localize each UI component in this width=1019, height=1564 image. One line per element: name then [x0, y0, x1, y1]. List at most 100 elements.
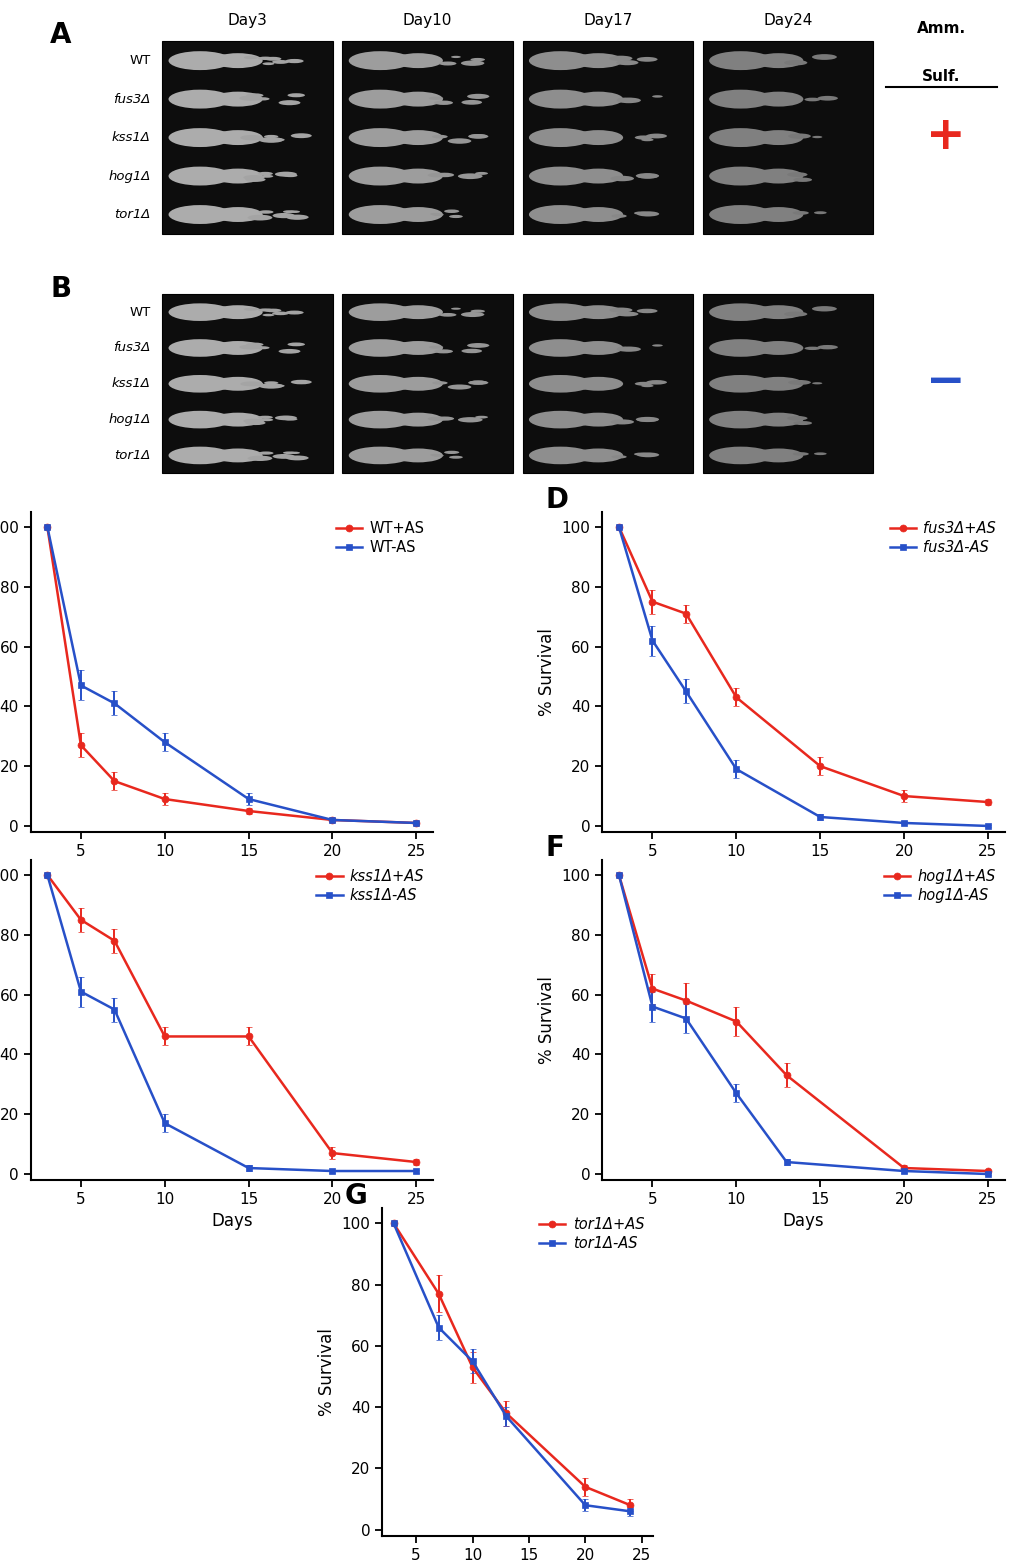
Circle shape	[610, 214, 626, 217]
Ellipse shape	[573, 130, 623, 145]
Circle shape	[447, 385, 471, 389]
Ellipse shape	[168, 375, 231, 393]
Ellipse shape	[573, 341, 623, 355]
Circle shape	[255, 97, 269, 100]
Circle shape	[428, 97, 443, 100]
Ellipse shape	[393, 169, 442, 183]
Circle shape	[259, 383, 283, 389]
Circle shape	[275, 416, 297, 421]
Circle shape	[246, 421, 265, 425]
X-axis label: Days: Days	[782, 865, 823, 882]
Text: Day17: Day17	[583, 13, 632, 28]
Text: B: B	[50, 275, 71, 303]
Ellipse shape	[213, 413, 263, 427]
Circle shape	[434, 416, 453, 421]
Circle shape	[636, 56, 657, 61]
Circle shape	[258, 308, 272, 311]
Legend: tor1Δ+AS, tor1Δ-AS: tor1Δ+AS, tor1Δ-AS	[533, 1211, 649, 1257]
Circle shape	[432, 213, 443, 216]
Text: G: G	[344, 1182, 367, 1211]
Circle shape	[240, 135, 263, 141]
Circle shape	[264, 382, 278, 385]
Ellipse shape	[708, 167, 771, 186]
X-axis label: Days: Days	[211, 1212, 253, 1231]
Circle shape	[285, 59, 304, 63]
Text: WT: WT	[129, 305, 150, 319]
Circle shape	[259, 138, 283, 142]
Ellipse shape	[213, 206, 263, 222]
Text: tor1Δ: tor1Δ	[114, 208, 150, 221]
Circle shape	[430, 454, 440, 457]
Circle shape	[244, 419, 264, 424]
Circle shape	[244, 175, 264, 180]
Ellipse shape	[708, 205, 771, 224]
Circle shape	[427, 174, 446, 177]
Ellipse shape	[348, 303, 412, 321]
Circle shape	[447, 138, 471, 144]
Ellipse shape	[168, 128, 231, 147]
Ellipse shape	[213, 341, 263, 355]
Circle shape	[244, 308, 258, 311]
Circle shape	[448, 214, 463, 217]
Circle shape	[804, 97, 819, 102]
Circle shape	[634, 382, 652, 386]
Ellipse shape	[529, 339, 591, 357]
Bar	[522, 294, 692, 474]
Circle shape	[282, 452, 296, 454]
Circle shape	[278, 349, 301, 353]
Circle shape	[258, 416, 273, 419]
Circle shape	[641, 385, 653, 388]
Circle shape	[246, 94, 263, 97]
Text: Day10: Day10	[403, 13, 451, 28]
Circle shape	[288, 350, 300, 352]
Circle shape	[248, 214, 272, 221]
Text: kss1Δ: kss1Δ	[111, 131, 150, 144]
Circle shape	[432, 135, 447, 139]
Circle shape	[240, 382, 263, 386]
Circle shape	[438, 313, 455, 316]
Ellipse shape	[529, 128, 591, 147]
Ellipse shape	[529, 89, 591, 108]
Circle shape	[258, 210, 273, 214]
Circle shape	[285, 455, 309, 460]
Circle shape	[461, 61, 484, 66]
Ellipse shape	[753, 169, 803, 183]
Circle shape	[609, 175, 634, 181]
Circle shape	[288, 452, 300, 454]
Circle shape	[468, 380, 488, 385]
Circle shape	[636, 174, 658, 178]
Ellipse shape	[753, 449, 803, 463]
Ellipse shape	[573, 305, 623, 319]
Circle shape	[246, 343, 263, 346]
Ellipse shape	[708, 52, 771, 70]
Circle shape	[271, 385, 284, 388]
Text: F: F	[545, 835, 565, 862]
Circle shape	[636, 418, 658, 422]
Ellipse shape	[708, 375, 771, 393]
Ellipse shape	[529, 205, 591, 224]
Circle shape	[427, 416, 446, 421]
Circle shape	[634, 452, 648, 455]
Ellipse shape	[708, 128, 771, 147]
Ellipse shape	[753, 130, 803, 145]
Circle shape	[458, 418, 482, 422]
Circle shape	[618, 97, 628, 100]
Circle shape	[635, 418, 658, 422]
Bar	[702, 294, 872, 474]
Ellipse shape	[529, 167, 591, 186]
Circle shape	[816, 95, 837, 100]
Circle shape	[285, 214, 309, 221]
Ellipse shape	[168, 167, 231, 186]
Circle shape	[290, 133, 312, 138]
Ellipse shape	[573, 169, 623, 183]
Bar	[702, 41, 872, 233]
Circle shape	[450, 56, 461, 58]
Circle shape	[811, 307, 836, 311]
Circle shape	[468, 135, 488, 139]
Text: hog1Δ: hog1Δ	[108, 169, 150, 183]
X-axis label: Days: Days	[211, 865, 253, 882]
Circle shape	[608, 308, 632, 313]
Circle shape	[793, 421, 811, 425]
Ellipse shape	[573, 53, 623, 69]
Y-axis label: % Survival: % Survival	[318, 1328, 336, 1415]
